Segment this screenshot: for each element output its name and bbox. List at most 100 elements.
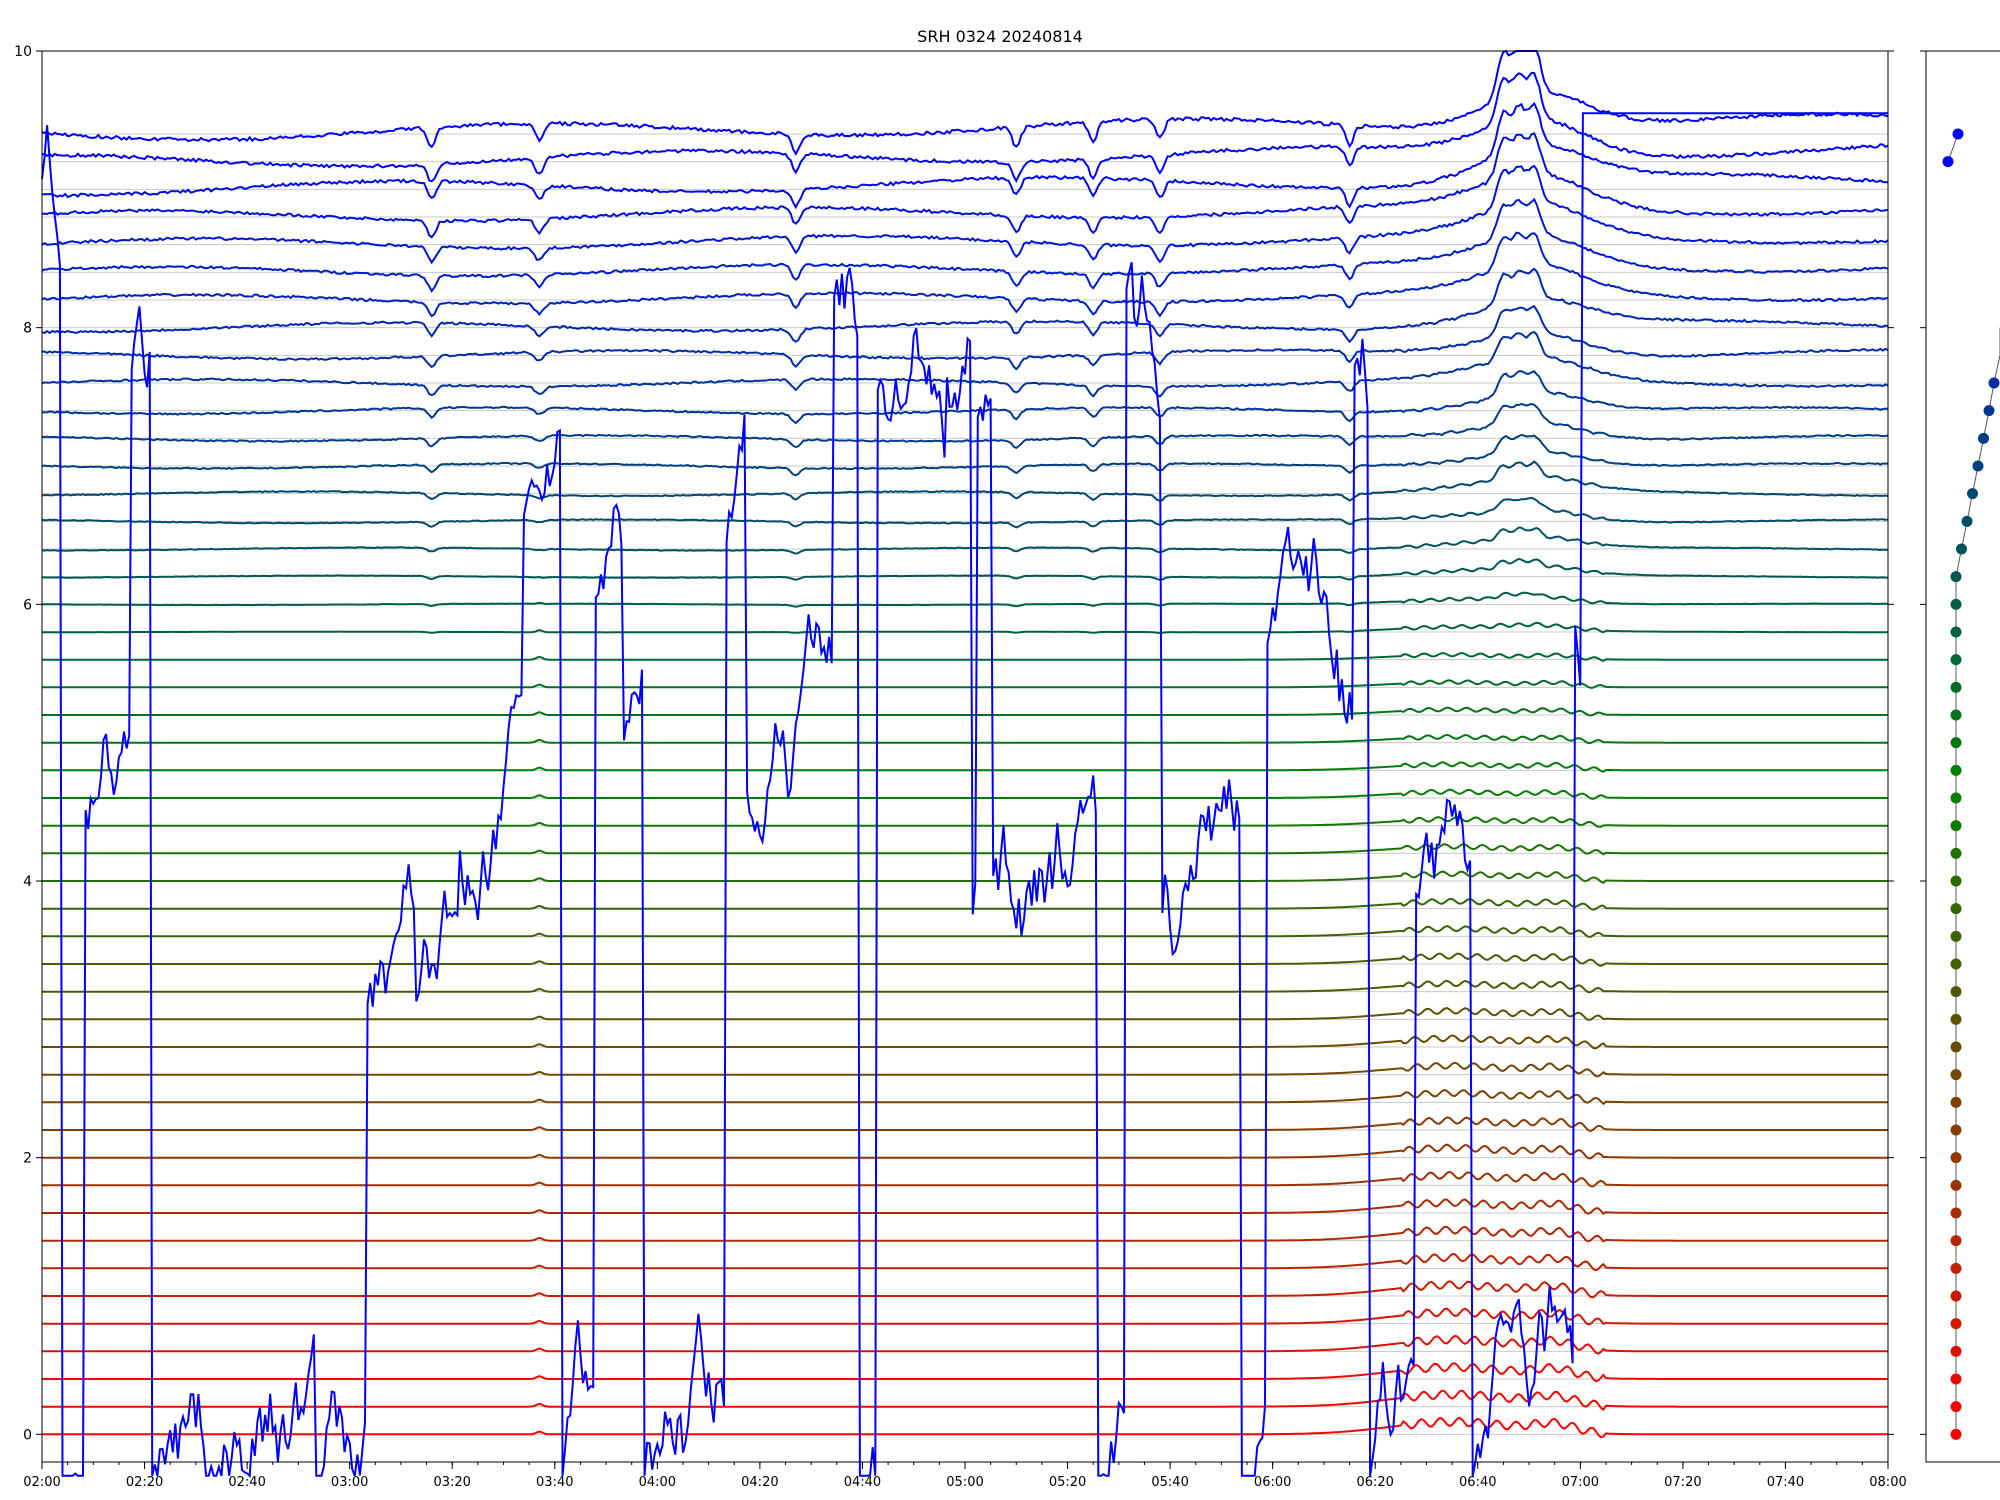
series-line: [42, 761, 1888, 773]
series-line: [42, 679, 1888, 689]
series-line: [41, 267, 1889, 344]
series-line: [42, 1170, 1888, 1188]
side-dot: [1950, 820, 1962, 832]
side-dot: [1967, 488, 1978, 500]
side-dot: [1988, 377, 2000, 389]
series-line: [42, 870, 1888, 884]
side-dot: [1950, 654, 1962, 666]
series-line: [42, 1416, 1888, 1439]
series-line: [41, 132, 1889, 239]
series-line: [42, 1143, 1888, 1160]
side-dot: [1950, 571, 1962, 583]
side-dot: [1950, 681, 1962, 693]
side-dot: [1942, 156, 1954, 168]
series-line: [42, 101, 1889, 210]
series-line: [41, 112, 1888, 1478]
x-tick-label: 05:00: [946, 1475, 983, 1490]
series-line: [41, 304, 1889, 371]
x-tick-label: 07:00: [1562, 1475, 1599, 1490]
side-dot: [1950, 764, 1962, 776]
side-dot: [1950, 1124, 1962, 1136]
side-dot: [1956, 543, 1967, 555]
x-tick-label: 03:00: [331, 1475, 368, 1490]
series-line: [42, 788, 1888, 800]
side-dot: [1950, 1373, 1962, 1385]
series-line: [42, 815, 1888, 828]
series-line: [42, 1116, 1888, 1133]
side-dot: [1950, 598, 1962, 610]
series-line: [42, 621, 1888, 634]
series-line: [42, 952, 1888, 967]
side-panel: [1920, 50, 2000, 1463]
series-line: [41, 370, 1889, 425]
series-line: [41, 71, 1889, 184]
x-tick-label: 02:40: [228, 1475, 265, 1490]
series-line: [42, 1334, 1888, 1355]
series-line: [42, 843, 1888, 856]
y-tick-label: 8: [23, 321, 32, 337]
x-tick-label: 04:00: [639, 1475, 676, 1490]
side-dot: [1950, 958, 1962, 970]
side-dot: [1950, 1290, 1962, 1302]
series-line: [41, 231, 1889, 318]
series-line: [41, 526, 1888, 555]
series-line: [42, 1198, 1888, 1215]
series-line: [42, 898, 1888, 911]
y-tick-label: 4: [23, 874, 32, 890]
series-line: [41, 197, 1889, 293]
side-dot: [1950, 903, 1962, 915]
series-line: [42, 1362, 1888, 1383]
series-line: [42, 1061, 1888, 1078]
side-dot: [1950, 1207, 1962, 1219]
x-tick-label: 05:40: [1151, 1475, 1188, 1490]
side-dot: [1950, 626, 1962, 638]
side-dot: [1950, 709, 1962, 721]
series-line: [42, 1389, 1888, 1412]
side-dot: [1950, 1041, 1962, 1053]
side-dot: [1950, 875, 1962, 887]
x-tick-label: 06:00: [1254, 1475, 1291, 1490]
side-dot: [1983, 405, 1995, 417]
side-dot: [1950, 1013, 1962, 1025]
side-dot: [1972, 460, 1984, 472]
series-line: [42, 1225, 1888, 1243]
side-dot: [1950, 847, 1962, 859]
y-tick-label: 2: [23, 1151, 32, 1167]
side-dot: [1950, 1152, 1962, 1164]
x-tick-label: 04:20: [741, 1475, 778, 1490]
x-tick-label: 03:40: [536, 1475, 573, 1490]
side-dot: [1961, 515, 1973, 527]
series-line: [41, 330, 1889, 398]
chart-title: SRH 0324 20240814: [917, 27, 1083, 46]
x-tick-label: 02:00: [23, 1475, 60, 1490]
series-line: [42, 979, 1888, 994]
side-dot: [1950, 930, 1962, 942]
side-dot: [1950, 986, 1962, 998]
series-line: [42, 1088, 1888, 1106]
side-dot: [1950, 792, 1962, 804]
series-line: [42, 733, 1888, 744]
side-dot: [1950, 1401, 1962, 1413]
series-line: [42, 1253, 1888, 1272]
x-tick-label: 05:20: [1049, 1475, 1086, 1490]
x-tick-label: 04:40: [844, 1475, 881, 1490]
side-dot: [1950, 1235, 1962, 1247]
side-dot: [1950, 1262, 1962, 1274]
y-tick-label: 6: [23, 597, 32, 613]
x-tick-label: 08:00: [1869, 1475, 1906, 1490]
side-dot: [1952, 128, 1964, 140]
side-dot: [1950, 1428, 1962, 1440]
plot-frame: [41, 50, 1889, 1463]
series-line: [42, 652, 1888, 662]
series-line: [41, 164, 1889, 265]
side-dot: [1950, 1345, 1962, 1357]
y-tick-label: 10: [14, 44, 32, 60]
side-panel-frame: [1925, 50, 2000, 1463]
series-line: [42, 925, 1888, 938]
side-dot: [1950, 737, 1962, 749]
side-dot: [1950, 1096, 1962, 1108]
y-tick-label: 0: [23, 1427, 32, 1443]
x-axis: 02:00 02:20 02:40 03:00 03:20 03:40 04:00 04:20…: [23, 1462, 1907, 1490]
side-dot: [1950, 1318, 1962, 1330]
